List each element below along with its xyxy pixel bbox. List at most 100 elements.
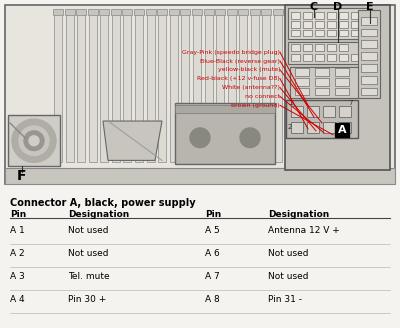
Bar [339, 21, 348, 28]
Text: Designation: Designation [68, 210, 129, 219]
Bar [124, 10, 132, 162]
Bar [351, 12, 360, 19]
Bar [307, 122, 319, 133]
Text: C: C [310, 2, 318, 12]
Text: A 3: A 3 [10, 272, 25, 281]
Bar [146, 9, 156, 15]
Bar [216, 10, 224, 162]
Bar [291, 122, 303, 133]
Bar [54, 10, 62, 162]
Bar [315, 68, 329, 76]
Circle shape [240, 128, 260, 148]
Bar [8, 115, 60, 166]
Text: Red-black (+12 v-fuse D8): Red-black (+12 v-fuse D8) [197, 76, 280, 81]
Bar [291, 12, 300, 19]
Text: A 6: A 6 [205, 249, 220, 258]
Bar [339, 106, 351, 117]
Bar [327, 54, 336, 61]
Bar [291, 44, 300, 51]
Circle shape [12, 119, 56, 162]
Bar [100, 10, 108, 162]
Bar [286, 100, 358, 138]
Text: Pin 30 +: Pin 30 + [68, 295, 106, 304]
Bar [175, 105, 275, 113]
Bar [361, 64, 377, 72]
Bar [111, 9, 121, 15]
Bar [288, 42, 378, 64]
Bar [291, 54, 300, 61]
Bar [303, 12, 312, 19]
Bar [315, 54, 324, 61]
Bar [361, 76, 377, 84]
Circle shape [19, 126, 49, 155]
Text: A 8: A 8 [205, 295, 220, 304]
Bar [64, 9, 74, 15]
Bar [157, 9, 167, 15]
Bar [351, 54, 360, 61]
Bar [351, 30, 360, 36]
Bar [181, 10, 189, 162]
Bar [361, 52, 377, 60]
Bar [285, 5, 390, 170]
Bar [315, 21, 324, 28]
Bar [361, 17, 377, 25]
Text: F: F [17, 169, 27, 183]
Bar [204, 10, 212, 162]
Bar [66, 10, 74, 162]
Text: Blue-Black (reverse gear): Blue-Black (reverse gear) [200, 58, 280, 64]
Bar [134, 9, 144, 15]
Bar [323, 122, 335, 133]
Bar [315, 44, 324, 51]
Bar [295, 78, 309, 86]
Bar [89, 10, 97, 162]
Bar [303, 21, 312, 28]
Bar [288, 8, 368, 39]
Bar [303, 44, 312, 51]
Bar [193, 10, 201, 162]
Bar [262, 10, 270, 162]
Text: Designation: Designation [268, 210, 329, 219]
Bar [238, 9, 248, 15]
Bar [339, 44, 348, 51]
Bar [295, 68, 309, 76]
Text: 2: 2 [288, 124, 292, 130]
Bar [339, 54, 348, 61]
Bar [192, 9, 202, 15]
Text: Pin: Pin [205, 210, 221, 219]
Bar [315, 88, 329, 95]
Text: A 7: A 7 [205, 272, 220, 281]
Bar [5, 168, 395, 184]
Bar [335, 88, 349, 95]
Bar [327, 21, 336, 28]
Bar [339, 12, 348, 19]
Text: A 1: A 1 [10, 226, 25, 235]
Text: Pin 31 -: Pin 31 - [268, 295, 302, 304]
Bar [53, 9, 63, 15]
Text: E: E [366, 2, 374, 12]
Bar [335, 68, 349, 76]
Text: A: A [338, 125, 346, 135]
Circle shape [29, 136, 39, 146]
Bar [315, 30, 324, 36]
Bar [228, 10, 236, 162]
Text: yellow-black (mute): yellow-black (mute) [218, 67, 280, 72]
Bar [291, 106, 303, 117]
Text: Not used: Not used [268, 272, 308, 281]
Bar [327, 44, 336, 51]
Bar [351, 21, 360, 28]
Bar [361, 88, 377, 95]
Text: A 4: A 4 [10, 295, 25, 304]
Text: no connect: no connect [245, 94, 280, 99]
Bar [112, 10, 120, 162]
Bar [204, 9, 214, 15]
Bar [327, 12, 336, 19]
Bar [170, 10, 178, 162]
Text: Not used: Not used [268, 249, 308, 258]
Bar [122, 9, 132, 15]
Bar [335, 78, 349, 86]
Bar [180, 9, 190, 15]
Text: Not used: Not used [68, 249, 108, 258]
Text: White (antenna??): White (antenna??) [222, 85, 280, 90]
Bar [175, 103, 275, 164]
Text: Antenna 12 V +: Antenna 12 V + [268, 226, 340, 235]
